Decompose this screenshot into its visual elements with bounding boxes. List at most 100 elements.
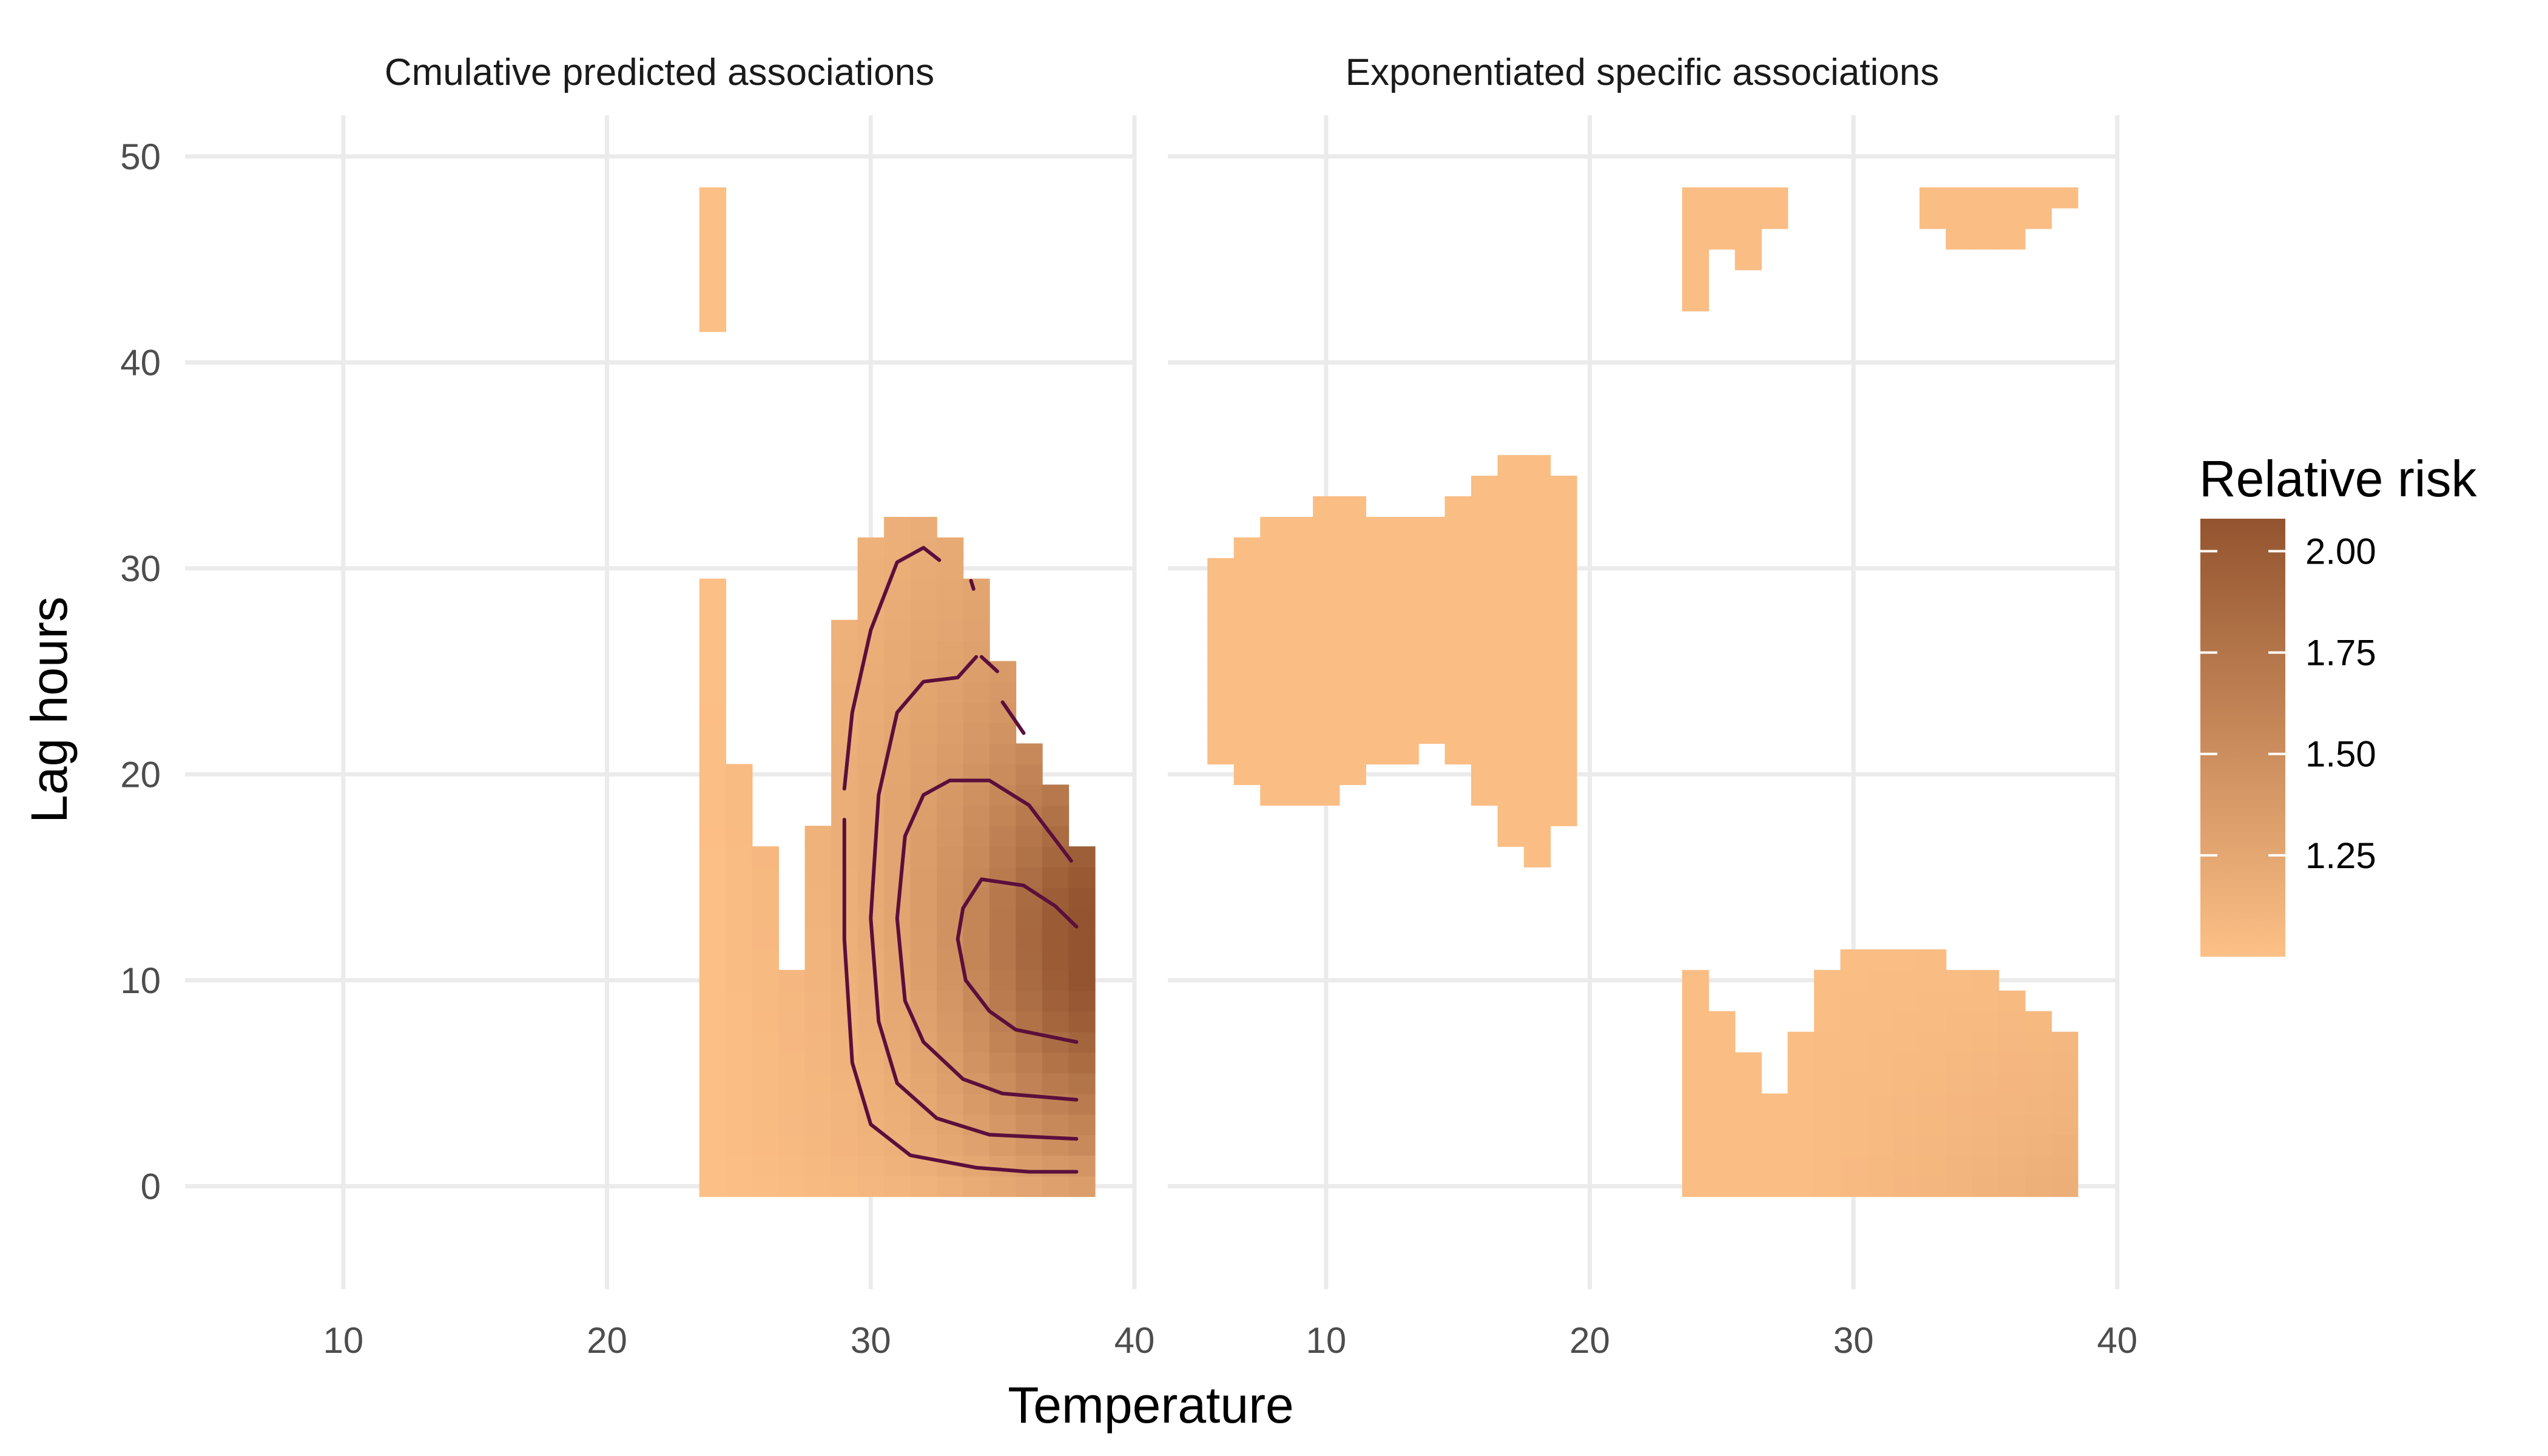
heatmap-tile	[1042, 1176, 1070, 1197]
heatmap-tile	[1260, 517, 1287, 538]
x-tick-label: 30	[1833, 1320, 1874, 1361]
heatmap-tile	[699, 908, 726, 929]
heatmap-tile	[1972, 1155, 2000, 1176]
heatmap-tile	[963, 1011, 990, 1033]
heatmap-tile	[937, 681, 964, 703]
heatmap-tile	[1042, 949, 1070, 971]
heatmap-tile	[884, 1155, 911, 1176]
heatmap-tile	[1444, 723, 1472, 744]
heatmap-tile	[1313, 537, 1340, 559]
heatmap-tile	[699, 681, 726, 703]
heatmap-tile	[1998, 1134, 2026, 1156]
heatmap-tile	[1734, 1114, 1762, 1136]
heatmap-tile	[1392, 599, 1419, 621]
heatmap-tile	[1042, 1011, 1070, 1033]
heatmap-tile	[1471, 702, 1498, 724]
heatmap-tile	[1471, 537, 1498, 559]
legend-tick-label: 1.25	[2305, 835, 2376, 876]
legend-colorbar	[2200, 519, 2285, 957]
heatmap-tile	[1998, 1073, 2026, 1094]
heatmap-tile	[2024, 1073, 2052, 1094]
contour-lines-cumulative	[842, 545, 1079, 1174]
heatmap-tile	[1893, 1073, 1920, 1094]
heatmap-tile	[1972, 1031, 2000, 1053]
heatmap-tile	[1708, 1093, 1736, 1115]
heatmap-tile	[1761, 187, 1788, 209]
heatmap-tile	[831, 990, 858, 1012]
heatmap-tile	[910, 661, 937, 682]
heatmap-tile	[1972, 228, 2000, 250]
heatmap-tile	[1366, 681, 1393, 703]
heatmap-tile	[1444, 619, 1472, 641]
heatmap-tile	[1523, 578, 1551, 600]
legend-tick-label: 1.75	[2305, 633, 2376, 673]
heatmap-tile	[937, 619, 964, 641]
heatmap-tile	[1523, 702, 1551, 724]
heatmap-tile	[831, 1155, 858, 1176]
heatmap-tile	[1523, 784, 1551, 806]
heatmap-tile	[1042, 990, 1070, 1012]
heatmap-tile	[1787, 1114, 1815, 1136]
heatmap-tile	[1523, 723, 1551, 744]
heatmap-tile	[963, 1176, 990, 1197]
heatmap-tile	[1550, 476, 1577, 497]
heatmap-tile	[1260, 784, 1287, 806]
heatmap-tile	[1919, 207, 1947, 229]
heatmap-tile	[1867, 1011, 1894, 1033]
heatmap-tile	[831, 619, 858, 641]
heatmap-tile	[778, 990, 806, 1012]
heatmap-tile	[1016, 990, 1043, 1012]
heatmap-tile	[831, 640, 858, 662]
heatmap-tile	[1734, 1052, 1762, 1074]
heatmap-tile	[884, 1093, 911, 1115]
heatmap-tile	[1919, 990, 1947, 1012]
heatmap-tile	[963, 1052, 990, 1074]
heatmap-tile	[1444, 578, 1472, 600]
heatmap-tile	[1392, 661, 1419, 682]
heatmap-tile	[1497, 476, 1525, 497]
heatmap-tile	[1972, 1011, 2000, 1033]
heatmap-tile	[1366, 578, 1393, 600]
heatmap-tile	[1260, 578, 1287, 600]
heatmap-tile	[910, 908, 937, 929]
heatmap-tile	[1207, 661, 1235, 682]
heatmap-tile	[2024, 1052, 2052, 1074]
heatmap-tile	[1814, 1114, 1841, 1136]
heatmap-tile	[989, 949, 1017, 971]
heatmap-tile	[1919, 1155, 1947, 1176]
heatmap-tile	[1042, 969, 1070, 991]
heatmap-tile	[1286, 661, 1313, 682]
heatmap-tile	[1207, 723, 1235, 744]
heatmap-tile	[1313, 578, 1340, 600]
heatmap-tile	[1708, 1155, 1736, 1176]
heatmap-tile	[884, 969, 911, 991]
heatmap-tile	[1523, 743, 1551, 765]
heatmap-tile	[857, 990, 885, 1012]
heatmap-tile	[2024, 1155, 2052, 1176]
heatmap-tile	[857, 805, 885, 826]
heatmap-tile	[1787, 1155, 1815, 1176]
heatmap-tile	[1840, 1031, 1867, 1053]
heatmap-tile	[699, 207, 726, 229]
heatmap-tile	[831, 1011, 858, 1033]
heatmap-tile	[1042, 867, 1070, 888]
heatmap-tile	[1814, 1031, 1841, 1053]
heatmap-tiles-specific	[1207, 187, 2078, 1197]
heatmap-tile	[1233, 681, 1261, 703]
x-tick-labels-cumulative: 10 20 30 40	[323, 1320, 1154, 1361]
heatmap-tile	[778, 1031, 806, 1053]
heatmap-tile	[1016, 743, 1043, 765]
heatmap-tile	[699, 661, 726, 682]
heatmap-tile	[1682, 1093, 1709, 1115]
heatmap-tile	[1339, 517, 1366, 538]
heatmap-tile	[1550, 702, 1577, 724]
heatmap-tile	[1444, 661, 1472, 682]
heatmap-tile	[1366, 619, 1393, 641]
heatmap-tile	[1068, 1114, 1096, 1136]
heatmap-tile	[1233, 578, 1261, 600]
heatmap-tile	[1682, 269, 1709, 291]
heatmap-tile	[1734, 1176, 1762, 1197]
heatmap-tile	[1068, 928, 1096, 950]
heatmap-tile	[1708, 1134, 1736, 1156]
heatmap-tile	[963, 743, 990, 765]
